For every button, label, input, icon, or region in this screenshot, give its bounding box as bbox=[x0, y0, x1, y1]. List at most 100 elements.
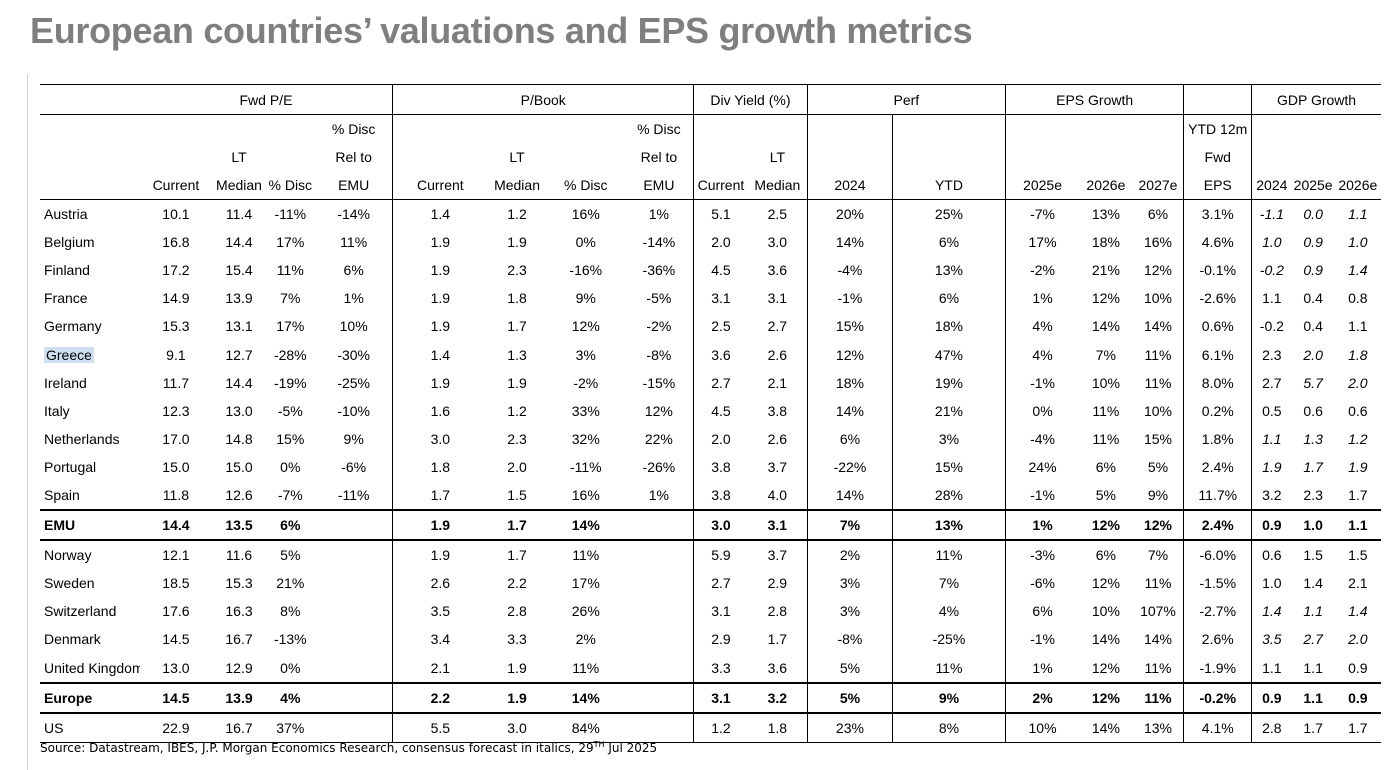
table-cell: -7% bbox=[1004, 199, 1080, 229]
table-cell: 4% bbox=[1004, 312, 1080, 341]
table-cell: 12.7 bbox=[225, 346, 253, 363]
table-cell: 2.0 bbox=[692, 424, 748, 453]
column-header: YTD 12m bbox=[1183, 114, 1252, 143]
column-header: Median bbox=[747, 171, 808, 200]
column-header bbox=[140, 115, 213, 144]
table-cell: 1.2 bbox=[507, 206, 527, 223]
table-cell: 17% bbox=[276, 318, 305, 335]
table-cell: -30% bbox=[337, 346, 370, 363]
country-name: Switzerland bbox=[40, 597, 140, 625]
table-row: Sweden 18.5 15.3 21% 2.6 2.2 17% 2.7 2.9 3% 7% -6% 1… bbox=[40, 569, 1381, 598]
table-cell: 10% bbox=[1091, 603, 1120, 620]
table-cell: 19% bbox=[892, 368, 1006, 397]
country-label: Norway bbox=[44, 547, 92, 564]
column-header: LT bbox=[231, 149, 247, 165]
table-cell: 22.9 bbox=[139, 712, 213, 743]
table-cell: 11.7 bbox=[162, 374, 190, 391]
country-name: Netherlands bbox=[40, 425, 140, 453]
table-cell: 1.1 bbox=[1334, 509, 1381, 542]
table-cell: 5.7 bbox=[1303, 374, 1323, 391]
country-name: Norway bbox=[40, 540, 140, 569]
table-cell: 3.0 bbox=[392, 424, 488, 453]
column-header bbox=[1079, 115, 1132, 144]
table-cell: -14% bbox=[642, 234, 676, 251]
table-cell: 2.4% bbox=[1183, 452, 1252, 481]
table-cell: 1.9 bbox=[507, 374, 527, 391]
table-cell: 4% bbox=[892, 597, 1006, 626]
table-cell: 3.7 bbox=[767, 547, 788, 564]
table-cell: 4.5 bbox=[692, 396, 748, 425]
country-name: Austria bbox=[40, 200, 140, 229]
table-cell: 6% bbox=[892, 284, 1006, 313]
country-label: Portugal bbox=[44, 458, 97, 475]
table-cell: -2% bbox=[1004, 256, 1080, 285]
table-cell: -0.2 bbox=[1251, 312, 1292, 341]
table-cell bbox=[315, 597, 393, 625]
table-cell: 0.9 bbox=[1334, 681, 1381, 714]
table-cell: 6% bbox=[343, 262, 364, 279]
table-cell: 23% bbox=[806, 712, 893, 743]
source-suffix: Jul 2025 bbox=[604, 741, 658, 755]
table-row: Spain 11.8 12.6 -7% -11% 1.7 1.5 16% 1% 3.8 4.0 14%… bbox=[40, 480, 1381, 511]
table-cell: 1.1 bbox=[1251, 424, 1292, 453]
table-cell: 12% bbox=[571, 318, 600, 335]
country-name: United Kingdom bbox=[40, 654, 140, 683]
table-cell: 14% bbox=[1091, 631, 1120, 648]
table-cell: 13.5 bbox=[212, 509, 266, 542]
table-cell: 13.9 bbox=[212, 681, 266, 714]
table-cell: 3% bbox=[575, 346, 596, 363]
table-cell: 1.5 bbox=[507, 486, 527, 503]
table-cell: 1.9 bbox=[392, 509, 488, 542]
table-cell: 13% bbox=[1091, 206, 1120, 223]
table-cell: 32% bbox=[571, 430, 600, 447]
column-header bbox=[692, 114, 748, 143]
table-cell: -25% bbox=[892, 625, 1006, 654]
table-cell: -14% bbox=[337, 206, 370, 223]
table-cell: 0.4 bbox=[1303, 318, 1323, 335]
table-cell: 12% bbox=[806, 340, 893, 369]
table-cell: 10.1 bbox=[162, 206, 190, 223]
table-row: Belgium 16.8 14.4 17% 11% 1.9 1.9 0% -14% 2.0 3.0 1… bbox=[40, 228, 1381, 257]
table-cell: 5.9 bbox=[692, 540, 748, 570]
table-cell: 1.1 bbox=[1303, 603, 1323, 620]
table-row: US 22.9 16.7 37% 5.5 3.0 84% 1.2 1.8 23% 8% 10% 14% 1… bbox=[40, 712, 1381, 743]
table-cell: 3% bbox=[806, 597, 893, 626]
table-cell: 1.7 bbox=[487, 509, 547, 542]
table-row: United Kingdom 13.0 12.9 0% 2.1 1.9 11% 3.3 3.6 5… bbox=[40, 653, 1381, 683]
table-cell: -13% bbox=[273, 631, 307, 648]
country-label: Switzerland bbox=[44, 603, 117, 620]
table-cell: 1.6 bbox=[392, 396, 488, 425]
table-cell bbox=[625, 569, 694, 597]
table-cell: 3.0 bbox=[487, 712, 547, 743]
table-cell: 4% bbox=[1004, 340, 1080, 369]
table-cell: 2.6 bbox=[392, 569, 488, 598]
table-cell: 0.4 bbox=[1303, 290, 1323, 307]
table-cell: 15% bbox=[892, 452, 1006, 481]
table-cell: 2.3 bbox=[507, 430, 527, 447]
table-cell: 11% bbox=[892, 540, 1006, 570]
country-label: Netherlands bbox=[44, 430, 120, 447]
table-cell: -1.9% bbox=[1183, 653, 1252, 683]
table-cell: -22% bbox=[806, 452, 893, 481]
table-cell: 0.6 bbox=[1348, 402, 1368, 419]
table-cell: -1% bbox=[1004, 368, 1080, 397]
table-cell: 4% bbox=[265, 681, 315, 714]
table-cell: 14% bbox=[546, 681, 625, 714]
column-header bbox=[40, 143, 140, 171]
table-cell: -0.1% bbox=[1183, 256, 1252, 285]
table-cell: 12% bbox=[644, 402, 673, 419]
column-header bbox=[1079, 143, 1132, 171]
table-cell bbox=[314, 509, 393, 542]
source-superscript: TH bbox=[593, 740, 605, 749]
table-cell: 17% bbox=[276, 234, 305, 251]
table-cell bbox=[625, 597, 694, 625]
table-cell: 10% bbox=[1004, 712, 1080, 743]
table-cell: 14.8 bbox=[225, 430, 253, 447]
table-cell: 12.1 bbox=[162, 547, 190, 564]
table-row: Netherlands 17.0 14.8 15% 9% 3.0 2.3 32% 22% 2.0 2… bbox=[40, 424, 1381, 453]
table-cell: 11% bbox=[1144, 659, 1172, 676]
table-cell: 2.1 bbox=[767, 374, 788, 391]
country-label: US bbox=[44, 719, 64, 736]
table-cell bbox=[625, 540, 694, 569]
table-cell: 9.1 bbox=[166, 346, 186, 363]
